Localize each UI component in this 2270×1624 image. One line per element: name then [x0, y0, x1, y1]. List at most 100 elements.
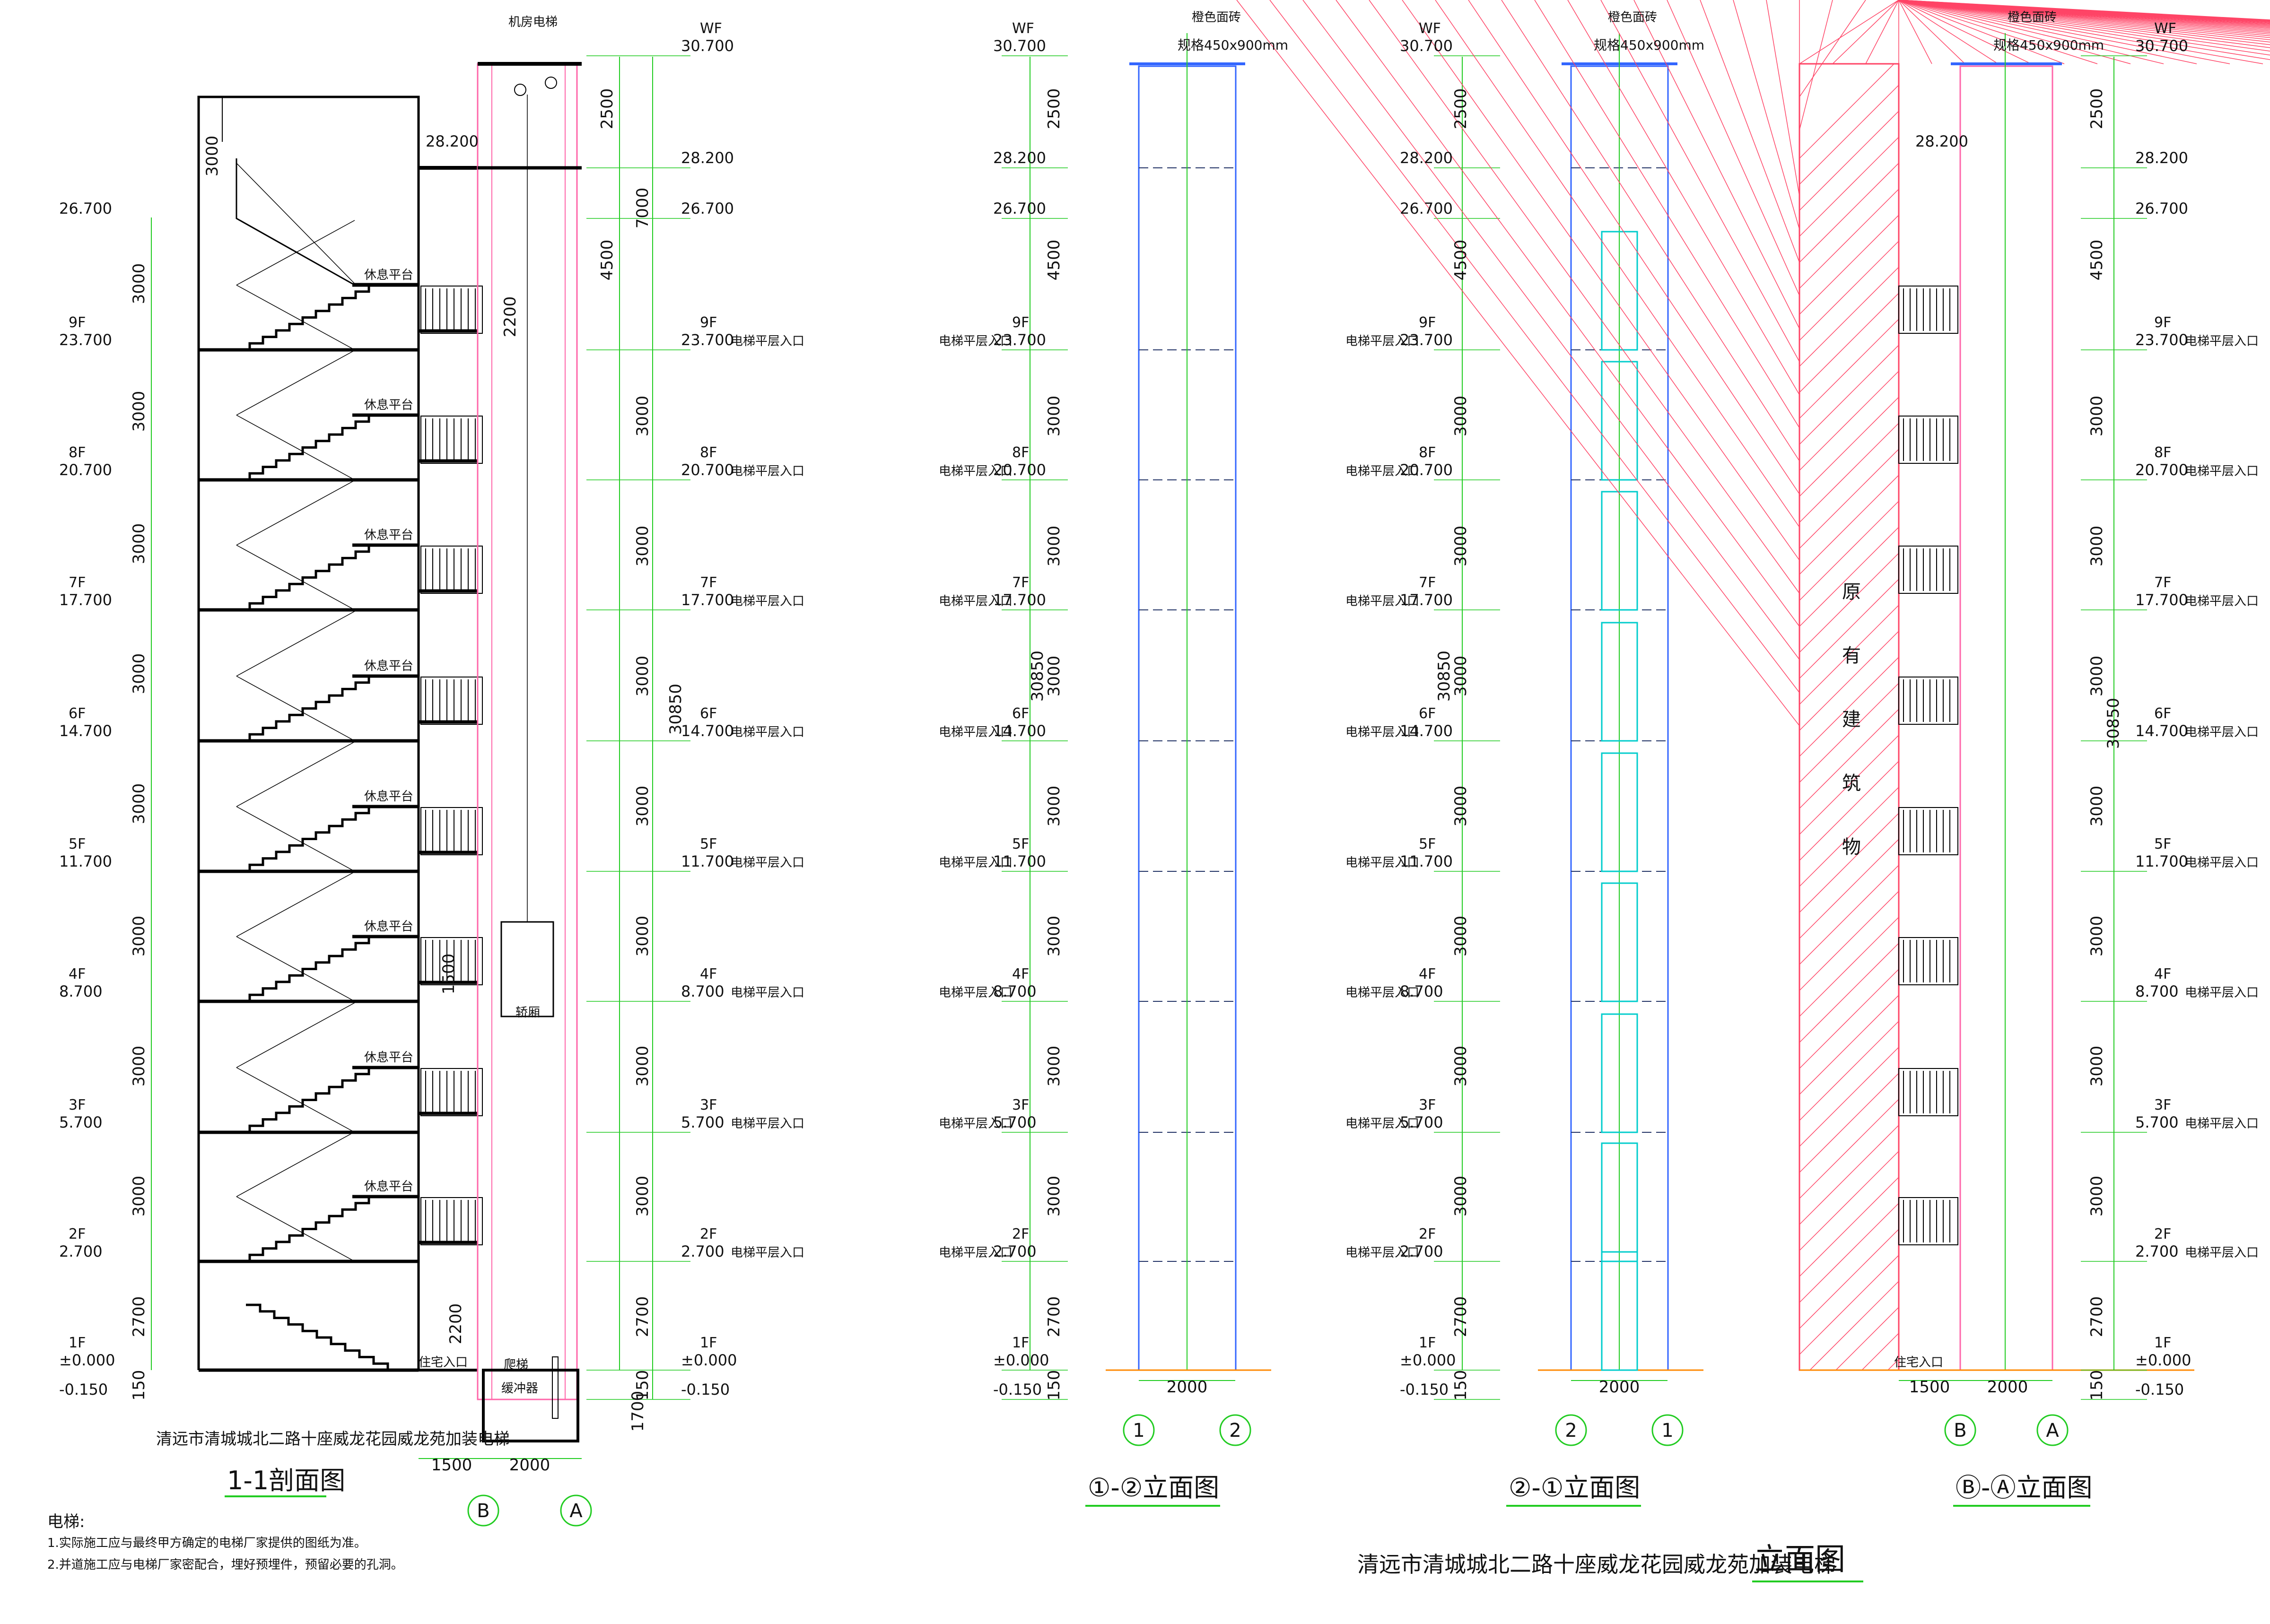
dim-floor: 3000: [2087, 786, 2106, 827]
dim-floor: 3000: [2087, 1046, 2106, 1087]
tile-spec-label: 规格450x900mm: [1178, 37, 1288, 53]
level-elevation: 17.700: [681, 591, 734, 609]
floor-name: WF: [1012, 20, 1034, 37]
corridor-railing: [420, 546, 483, 594]
dim-floor: 3000: [2087, 396, 2106, 437]
hatch-line: [1799, 709, 1899, 809]
hatch: [1302, 0, 1800, 660]
hatch: [1898, 0, 2270, 40]
hatch-group: [1799, 64, 1899, 1370]
sheave: [545, 77, 557, 89]
hatch-line: [1799, 345, 1899, 445]
structure-layer: [151, 0, 2270, 1582]
hatch-line: [1799, 995, 1899, 1095]
dim-top: 2500: [1045, 88, 1064, 130]
dim-shaft: 2000: [1167, 1378, 1208, 1397]
sheave: [514, 84, 526, 96]
elev-2-1-door: [1601, 1251, 1638, 1371]
dim-top: 2500: [1451, 88, 1470, 130]
dim-floor: 3000: [1045, 916, 1064, 957]
floor-name: 1F: [1012, 1335, 1029, 1351]
level-elevation: 17.700: [2135, 591, 2188, 609]
axis-a-section: [560, 1494, 592, 1527]
axis-a-elevba-label: A: [2046, 1420, 2059, 1442]
elevator-entry-label: 电梯平层入口: [939, 986, 1013, 1000]
level-elevation: 2.700: [681, 1242, 725, 1260]
hatch: [1567, 0, 1800, 395]
tile-label: 橙色面砖: [2008, 10, 2057, 25]
dim-stair-top: 3000: [203, 136, 222, 177]
hatch: [1236, 0, 1800, 726]
level-elevation: 11.700: [681, 852, 734, 870]
level-elevation: 23.700: [2135, 331, 2188, 349]
hatch: [1898, 0, 2270, 32]
dim-top: 2500: [598, 88, 617, 130]
stair-stringer: [236, 285, 355, 350]
dim-floor: 3000: [130, 523, 148, 564]
axis-b-section: [467, 1494, 499, 1527]
stair-stringer: [236, 676, 355, 741]
dim-floor: 3000: [633, 656, 652, 697]
dim-floor: 3000: [1451, 396, 1470, 437]
dim-total: 30850: [1028, 651, 1047, 702]
stair-stringer: [236, 545, 355, 610]
dim-floor: 3000: [1451, 1176, 1470, 1217]
stair-handrail: [236, 871, 355, 937]
elevator-entry-label: 电梯平层入口: [2185, 986, 2259, 1000]
dynamic-annotations: B A1 2 2 1 B A26.7009F23.7008F20.7007F17.7006F…: [59, 10, 2259, 1522]
residence-entry-label: 住宅入口: [1894, 1355, 1943, 1370]
floor-name: 3F: [1012, 1097, 1029, 1113]
landing-label: 休息平台: [364, 659, 413, 673]
hatch: [1898, 0, 2164, 64]
existing-building-char-2: 有: [1842, 645, 1861, 667]
hatch: [1898, 0, 2270, 45]
section-level-28200: 28.200: [426, 132, 479, 150]
stair-flight: [236, 414, 382, 481]
hatch: [1435, 0, 1800, 528]
dim-total: 30850: [1435, 651, 1454, 702]
section-floor-name: 1F: [69, 1335, 86, 1351]
machine-room-label: 机房电梯: [508, 15, 558, 29]
level-elevation: 28.200: [2135, 149, 2188, 167]
floor-name: 6F: [700, 705, 717, 722]
dim-floor: 3000: [2087, 526, 2106, 567]
dim-floor: 3000: [1045, 786, 1064, 827]
elev-b-a-railing: [1898, 677, 1958, 725]
section-floor-name: 6F: [69, 705, 86, 722]
elev-b-a-railing: [1898, 807, 1958, 855]
level-elevation: 26.700: [1400, 200, 1453, 217]
level-elevation: -0.150: [1400, 1381, 1449, 1398]
floor-name: 9F: [2154, 314, 2171, 331]
elevation-1-2-title: ①-②立面图: [1088, 1473, 1219, 1502]
dim-ground: 2700: [2087, 1296, 2106, 1337]
hatch: [1700, 0, 1800, 263]
hatch-line: [1799, 527, 1899, 627]
dim-base: 150: [633, 1370, 652, 1401]
hatch-line: [1799, 319, 1899, 419]
level-elevation: 28.200: [993, 149, 1046, 167]
section-level-elevation: 8.700: [59, 982, 103, 1000]
level-elevation: 8.700: [681, 982, 725, 1000]
hatch: [1865, 0, 1899, 64]
dim-floor: 3000: [633, 786, 652, 827]
elevator-entry-label: 电梯平层入口: [1345, 986, 1419, 1000]
stair-handrail: [236, 611, 355, 677]
level-elevation: 28.200: [681, 149, 734, 167]
corridor-railing: [420, 677, 483, 725]
hatch: [1898, 0, 1965, 64]
dim-rail: 1500: [439, 954, 458, 995]
level-elevation: 17.700: [993, 591, 1046, 609]
elev-2-1-door: [1601, 622, 1638, 742]
elevator-entry-label: 电梯平层入口: [939, 464, 1013, 478]
hatch: [1799, 0, 1833, 130]
elev-2-1-door: [1601, 1142, 1638, 1262]
hatch-line: [1799, 735, 1899, 835]
hatch: [1898, 0, 2131, 64]
dim-upper: 4500: [598, 240, 617, 281]
hatch-line: [1799, 969, 1899, 1069]
dim-ground: 2700: [130, 1296, 148, 1337]
elev-b-a-railing: [1898, 546, 1958, 594]
floor-name: WF: [1419, 20, 1441, 37]
hatch: [1501, 0, 1800, 461]
level-elevation: 30.700: [1400, 37, 1453, 55]
